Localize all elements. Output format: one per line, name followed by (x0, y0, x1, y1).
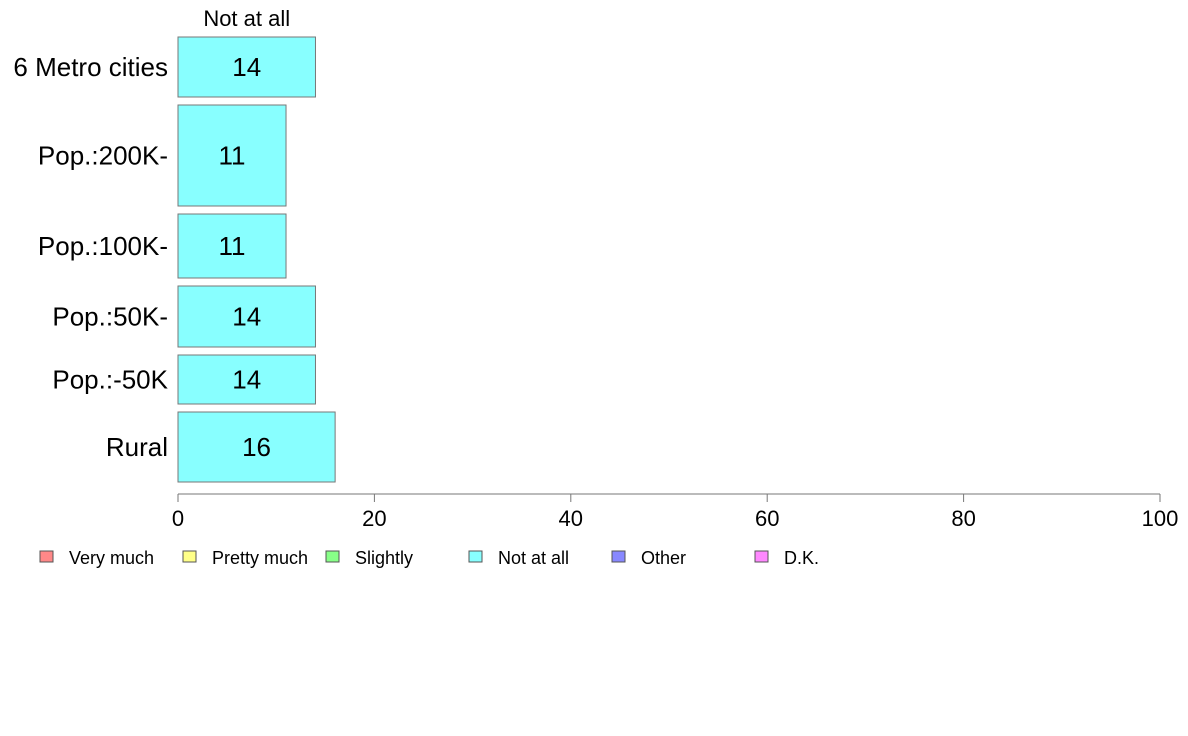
bar (177, 411, 336, 483)
legend-label: Pretty much (212, 548, 308, 568)
bar-value-label: 11 (219, 231, 246, 261)
category-label: Pop.:100K- (38, 231, 168, 261)
category-label: Pop.:200K- (38, 141, 168, 171)
x-tick-label: 20 (362, 506, 386, 531)
legend-label: Not at all (498, 548, 569, 568)
bar-value-label: 11 (219, 141, 246, 171)
legend-swatch (325, 550, 340, 563)
legend-swatch (611, 550, 626, 563)
legend-label: Other (641, 548, 686, 568)
legend-label: Very much (69, 548, 154, 568)
legend-label: Slightly (355, 548, 413, 568)
column-header: Not at all (203, 6, 290, 31)
bar-value-label: 14 (232, 365, 261, 395)
x-tick-label: 60 (755, 506, 779, 531)
x-tick-label: 100 (1142, 506, 1179, 531)
legend-swatch (754, 550, 769, 563)
category-label: Pop.:50K- (52, 302, 168, 332)
x-tick-label: 80 (951, 506, 975, 531)
legend-swatch (182, 550, 197, 563)
bar-value-label: 14 (232, 52, 261, 82)
bar-value-label: 16 (242, 432, 271, 462)
x-tick-label: 40 (559, 506, 583, 531)
legend-swatch (39, 550, 54, 563)
category-label: Rural (106, 432, 168, 462)
legend-label: D.K. (784, 548, 819, 568)
category-label: 6 Metro cities (13, 52, 168, 82)
bars-group: Not at all 14 6 Metro cities 11 Pop.:200K- 11… (13, 6, 336, 483)
x-tick-label: 0 (172, 506, 184, 531)
bar (177, 213, 287, 279)
bar (177, 354, 316, 405)
bar (177, 36, 316, 98)
legend-swatch (468, 550, 483, 563)
x-axis: 0 20 40 60 80 100 (172, 493, 1179, 531)
legend: Very much Pretty much Slightly Not at all Ot… (39, 548, 819, 568)
bar (177, 285, 316, 348)
bar-value-label: 14 (232, 302, 261, 332)
bar (177, 104, 287, 207)
category-label: Pop.:-50K (52, 365, 168, 395)
